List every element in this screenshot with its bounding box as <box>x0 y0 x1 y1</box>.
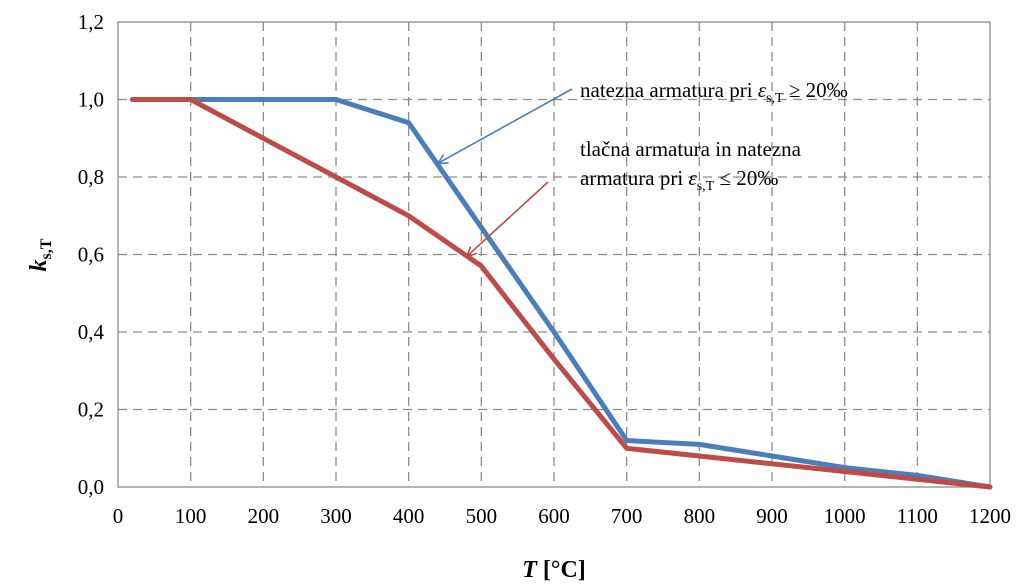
series-line-1 <box>130 97 993 490</box>
x-tick-label: 500 <box>466 504 498 528</box>
y-tick-label: 0,6 <box>78 243 104 267</box>
y-axis-title: ks,T <box>26 238 55 271</box>
series-layer <box>130 97 993 490</box>
x-tick-label: 900 <box>756 504 788 528</box>
x-tick-label: 800 <box>684 504 716 528</box>
y-tick-label: 1,2 <box>78 10 104 34</box>
x-tick-label: 300 <box>320 504 352 528</box>
x-tick-label: 1000 <box>824 504 866 528</box>
x-tick-label: 700 <box>611 504 643 528</box>
x-tick-label: 400 <box>393 504 425 528</box>
y-tick-label: 0,4 <box>78 320 105 344</box>
grid <box>118 22 990 487</box>
x-tick-label: 100 <box>175 504 207 528</box>
y-tick-label: 0,8 <box>78 165 104 189</box>
x-tick-label: 600 <box>538 504 570 528</box>
y-tick-label: 0,2 <box>78 398 104 422</box>
plot-area-frame <box>117 21 991 488</box>
series-line-2 <box>130 97 993 490</box>
annotation-compression-label-line2: armatura pri εs,T ≤ 20‰ <box>580 166 778 194</box>
annotation-compression-label-line1: tlačna armatura in natezna <box>580 137 802 161</box>
annotation-tension-label: natezna armatura pri εs,T ≥ 20‰ <box>580 78 848 106</box>
x-axis-ticks: 0 100 200 300 400 500 600 700 800 900 1000 1100 1200 <box>113 504 1011 528</box>
x-tick-label: 1100 <box>897 504 938 528</box>
x-tick-label: 0 <box>113 504 124 528</box>
x-tick-label: 1200 <box>969 504 1011 528</box>
y-axis-ticks: 0,0 0,2 0,4 0,6 0,8 1,0 1,2 <box>78 10 105 499</box>
y-tick-label: 1,0 <box>78 88 104 112</box>
annotation-arrow-tension <box>438 88 573 163</box>
x-axis-title: T [°C] <box>522 557 586 583</box>
x-tick-label: 200 <box>248 504 280 528</box>
annotation-arrow-compression <box>467 181 549 256</box>
y-tick-label: 0,0 <box>78 475 104 499</box>
